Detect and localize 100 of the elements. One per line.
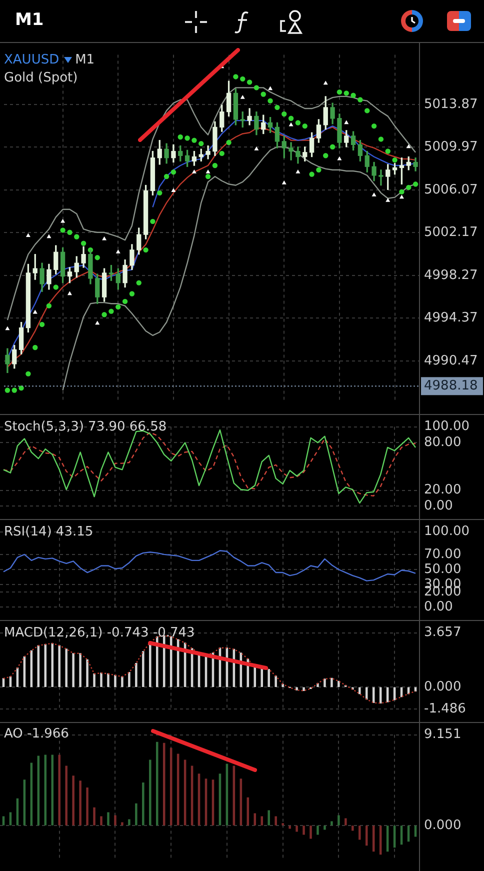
point: [406, 184, 412, 190]
bar: [149, 760, 152, 826]
bar: [72, 776, 74, 826]
bar: [2, 816, 5, 826]
chart-title: AO -1.966: [4, 726, 69, 742]
point: [295, 120, 301, 126]
bar: [260, 667, 264, 687]
y-tick-label: 100.00: [424, 419, 470, 434]
bar: [268, 668, 270, 687]
bar: [79, 780, 82, 826]
chart-title: XAUUSD: [4, 52, 60, 68]
bar: [114, 815, 116, 826]
bar: [156, 742, 158, 826]
point: [260, 92, 266, 97]
point: [406, 144, 411, 148]
y-tick-label: 9.151: [424, 727, 462, 742]
point: [378, 136, 384, 142]
point: [53, 284, 58, 290]
point: [392, 157, 398, 163]
point: [309, 172, 314, 177]
point: [150, 218, 156, 224]
point: [219, 150, 224, 156]
y-tick-label: -1.486: [424, 702, 466, 717]
point: [372, 192, 376, 196]
bar: [107, 673, 110, 687]
point: [316, 167, 322, 172]
point: [205, 174, 211, 180]
y-tick-label: 4994.37: [424, 310, 478, 326]
bar: [296, 687, 298, 690]
point: [399, 194, 404, 199]
point: [95, 320, 100, 325]
point: [102, 312, 107, 318]
point: [67, 291, 72, 296]
y-tick-label: 0.00: [424, 600, 453, 615]
text: Gold (Spot): [4, 70, 78, 86]
point: [386, 198, 390, 202]
point: [233, 74, 238, 80]
ref-line-label: 4988.18: [424, 378, 478, 394]
point: [385, 148, 390, 154]
bar: [142, 782, 144, 826]
bar: [135, 663, 138, 687]
bar: [358, 687, 361, 694]
point: [5, 326, 10, 330]
chart-title: RSI(14) 43.15: [4, 524, 94, 540]
point: [226, 140, 232, 146]
point: [240, 94, 245, 99]
y-tick-label: 0.000: [424, 818, 462, 833]
bar: [338, 815, 340, 826]
point: [116, 304, 121, 310]
y-tick-label: 5002.17: [424, 225, 478, 240]
point: [240, 76, 246, 82]
point: [192, 169, 196, 174]
bar: [302, 687, 305, 692]
y-tick-label: 5006.07: [424, 182, 478, 198]
bar: [156, 636, 158, 687]
point: [108, 308, 114, 314]
point: [171, 188, 176, 192]
bar: [65, 766, 68, 826]
point: [116, 250, 120, 254]
point: [4, 388, 10, 393]
point: [274, 104, 280, 110]
annotation: M1: [75, 52, 95, 68]
point: [198, 140, 204, 146]
point: [74, 234, 80, 240]
y-tick-label: 0.000: [424, 680, 462, 694]
point: [157, 190, 162, 196]
bar: [121, 822, 124, 826]
y-tick-label: 100.00: [424, 524, 470, 540]
bar: [100, 816, 102, 826]
bar: [58, 645, 60, 687]
point: [323, 80, 328, 85]
point: [288, 116, 294, 121]
bar: [302, 826, 305, 835]
bar: [51, 642, 54, 687]
point: [282, 111, 287, 117]
point: [282, 180, 286, 184]
y-tick-label: 70.00: [424, 546, 462, 562]
point: [32, 344, 38, 350]
chart-title: MACD(12,26,1) -0.743 -0.743: [4, 625, 195, 640]
bar: [128, 672, 130, 687]
bar: [274, 676, 277, 687]
bar: [330, 821, 333, 826]
point: [46, 303, 52, 308]
text: M1: [15, 10, 44, 30]
bar: [338, 680, 340, 687]
point: [122, 298, 128, 304]
point: [26, 233, 30, 237]
y-tick-label: 5013.87: [424, 96, 478, 112]
point: [94, 255, 100, 260]
point: [80, 240, 86, 246]
bar: [288, 826, 291, 829]
point: [67, 230, 72, 235]
point: [323, 153, 328, 158]
point: [296, 169, 300, 174]
y-tick-label: 80.00: [424, 435, 462, 450]
y-tick-label: 4998.27: [424, 268, 478, 283]
point: [143, 247, 148, 253]
bar: [58, 754, 60, 826]
point: [136, 280, 142, 286]
point: [12, 388, 17, 393]
